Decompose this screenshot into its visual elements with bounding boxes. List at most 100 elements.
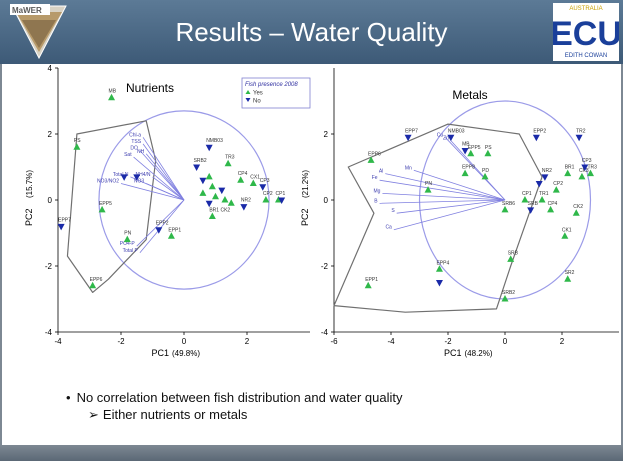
nutrients-point-no — [199, 177, 207, 185]
metals-vector — [393, 199, 506, 231]
metals-point-yes — [521, 196, 529, 203]
metals-point-no — [575, 134, 583, 142]
metals-vector-label: Mg — [373, 188, 380, 194]
nutrients-point-label: CP3 — [260, 178, 270, 184]
nutrients-vector — [136, 199, 185, 247]
metals-point-yes — [461, 169, 469, 177]
metals-point-yes — [484, 149, 492, 157]
nutrients-vector-label: PO4-P — [120, 241, 136, 247]
metals-point-label: TR2 — [576, 128, 586, 134]
metals-point-no — [435, 280, 443, 287]
nutrients-point-label: EPP1 — [168, 227, 181, 233]
slide-left-border — [0, 64, 2, 445]
nutrients-point-no — [155, 227, 163, 234]
nutrients-point-label: TR3 — [225, 155, 235, 161]
metals-point-no — [447, 134, 455, 142]
nutrients-point-no — [133, 174, 141, 181]
metals-point-label: SRB — [508, 250, 519, 256]
metals-vector — [379, 199, 506, 204]
ecu-logo-text: ECU — [553, 15, 619, 53]
metals-point-label: EPP6 — [368, 151, 381, 157]
metals-point-no — [581, 164, 589, 171]
metals-vector — [413, 169, 506, 201]
metals-point-label: EPP8 — [462, 165, 475, 171]
nutrients-point-yes — [237, 176, 245, 183]
metals-vector-label: S — [391, 208, 395, 214]
metals-point-label: PD — [482, 168, 489, 174]
ecu-logo-sub-text: EDITH COWAN — [565, 53, 607, 59]
mawer-logo-text: MaWER — [12, 6, 42, 15]
metals-x-tick-label: 2 — [560, 337, 565, 346]
metals-point-label: SRB2 — [502, 290, 515, 296]
nutrients-point-label: EPP2 — [156, 221, 169, 227]
nutrients-vector — [139, 199, 185, 254]
bullet-item: • No correlation between fish distributi… — [66, 390, 402, 407]
metals-y-tick-label: -4 — [321, 328, 329, 337]
nutrients-point-yes — [108, 93, 116, 101]
metals-point-yes — [578, 172, 586, 180]
nutrients-vector-label: Total P — [123, 248, 139, 254]
metals-point-label: EPP5 — [468, 145, 481, 151]
nutrients-point-no — [240, 204, 248, 211]
metals-point-no — [541, 174, 549, 181]
nutrients-y-tick-label: 2 — [48, 130, 53, 139]
nutrients-point-no — [205, 200, 213, 208]
metals-point-yes — [467, 149, 475, 157]
nutrients-vector — [152, 176, 185, 201]
nutrients-legend-no: No — [253, 99, 261, 105]
nutrients-y-pct: (15.7%) — [25, 170, 34, 198]
metals-vector — [450, 140, 506, 201]
nutrients-point-label: CP1 — [276, 191, 286, 197]
nutrients-x-pct: (49.8%) — [172, 349, 200, 358]
nutrients-point-label: NMB03 — [206, 138, 223, 144]
nutrients-vector — [145, 153, 185, 201]
nutrients-point-yes — [262, 196, 270, 203]
nutrients-point-no — [193, 164, 201, 171]
nutrients-point-no — [218, 187, 226, 195]
metals-vector — [396, 199, 506, 214]
nutrients-vector-label: NO3/NO2 — [97, 179, 119, 185]
nutrients-vector — [142, 143, 185, 201]
nutrients-legend-yes-marker — [245, 90, 251, 94]
metals-point-yes — [364, 281, 372, 289]
nutrients-point-label: EPP7 — [58, 217, 71, 223]
metals-point-label: TR1 — [539, 191, 549, 197]
metals-point-yes — [538, 196, 546, 203]
nutrients-point-yes — [73, 143, 81, 150]
bullet-dot: • — [66, 390, 71, 405]
metals-point-label: EPP2 — [533, 128, 546, 134]
metals-y-pct: (21.2%) — [301, 170, 310, 198]
bullet-block: • No correlation between fish distributi… — [66, 390, 402, 424]
metals-point-yes — [507, 255, 515, 262]
metals-point-yes — [367, 156, 375, 163]
nutrients-point-yes — [208, 182, 216, 190]
nutrients-point-yes — [205, 172, 213, 180]
nutrients-point-no — [278, 197, 286, 204]
nutrients-legend-yes: Yes — [253, 91, 263, 97]
nutrients-point-label: CX1 — [250, 175, 260, 181]
metals-point-label: NR2 — [542, 168, 552, 174]
ecu-logo-top-text: AUSTRALIA — [569, 6, 602, 12]
metals-point-yes — [564, 275, 572, 282]
nutrients-hull — [66, 120, 157, 293]
metals-point-yes — [435, 265, 443, 272]
nutrients-point-label: PS — [74, 138, 81, 144]
nutrients-vector — [142, 137, 185, 201]
metals-y-label: PC2 — [300, 208, 310, 226]
metals-x-tick-label: -2 — [444, 337, 452, 346]
nutrients-vector — [120, 183, 185, 201]
metals-point-yes — [501, 205, 509, 213]
metals-y-tick-label: 2 — [324, 130, 329, 139]
metals-point-label: CP2 — [553, 181, 563, 187]
nutrients-vector — [133, 156, 185, 201]
nutrients-y-tick-label: -2 — [45, 262, 53, 271]
nutrients-point-yes — [208, 212, 216, 219]
nutrients-vector — [146, 183, 185, 201]
metals-vector-label: Mn — [405, 165, 412, 171]
metals-point-yes — [561, 232, 569, 239]
metals-vector-label: Ca — [385, 225, 392, 231]
